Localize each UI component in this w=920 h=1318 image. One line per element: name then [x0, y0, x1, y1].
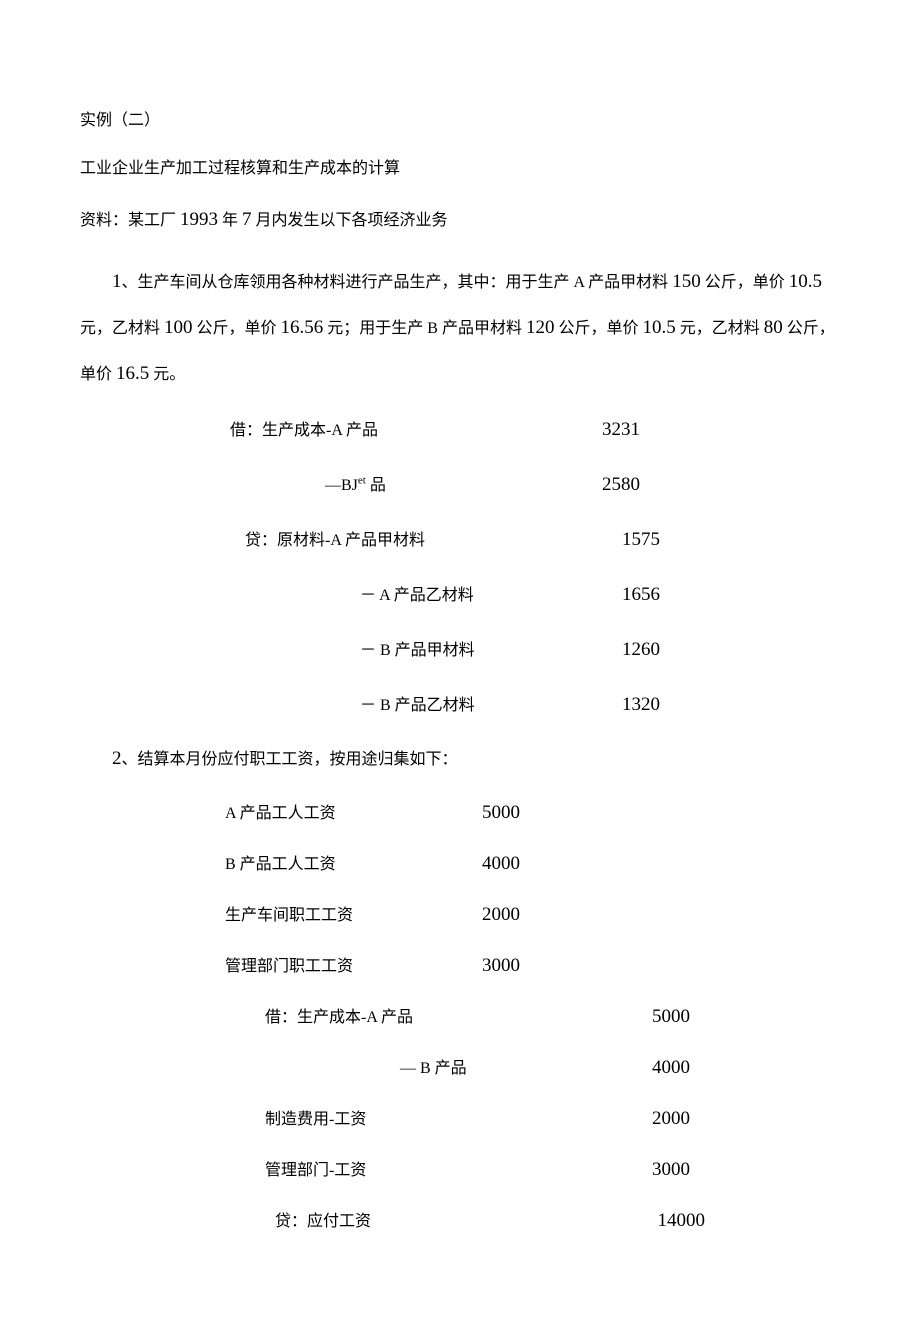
entry-value: 1320 — [622, 694, 660, 716]
r2-c: 品 — [366, 477, 386, 494]
entry-value: 1656 — [622, 584, 660, 606]
p1-n: 元，乙材料 — [676, 320, 764, 337]
entry-row: 贷：原材料-A 产品甲材料 1575 — [80, 526, 660, 551]
p1-h: 公斤，单价 — [193, 320, 281, 337]
intro-line: 资料：某工厂 1993 年 7 月内发生以下各项经济业务 — [80, 207, 840, 234]
entry-row: 管理部门-工资 3000 — [80, 1156, 690, 1181]
p1-i: 16.56 — [281, 317, 324, 338]
wage-row: 管理部门职工工资 3000 — [80, 952, 520, 977]
entry-row: 贷：应付工资 14000 — [80, 1207, 705, 1232]
wage-label: B 产品工人工资 — [80, 850, 336, 874]
example-title: 实例（二） — [80, 110, 840, 132]
intro-prefix: 资料：某工厂 — [80, 212, 180, 229]
entry-label: 贷：应付工资 — [80, 1207, 371, 1231]
journal-entry-1: 借：生产成本-A 产品 3231 —BJet 品 2580 贷：原材料-A 产品… — [80, 416, 840, 716]
entry-label: 借：生产成本-A 产品 — [80, 1003, 413, 1027]
entry-row: —BJet 品 2580 — [80, 471, 640, 496]
wage-label: A 产品工人工资 — [80, 799, 336, 823]
r2-a: —BJ — [325, 477, 358, 494]
p1-num: 1 — [112, 271, 122, 292]
entry-row: — B 产品 4000 — [80, 1054, 690, 1079]
entry-value: 1575 — [622, 529, 660, 551]
entry-label: － B 产品甲材料 — [80, 636, 475, 660]
entry-value: 3000 — [652, 1159, 690, 1181]
p1-e: 10.5 — [789, 271, 822, 292]
p1-d: 公斤，单价 — [701, 274, 789, 291]
entry-row: 制造费用-工资 2000 — [80, 1105, 690, 1130]
entry-row: － B 产品乙材料 1320 — [80, 691, 660, 716]
entry-label: — B 产品 — [80, 1054, 467, 1078]
intro-year: 1993 — [180, 209, 218, 230]
p1-b: 、生产车间从仓库领用各种材料进行产品生产，其中：用于生产 A 产品甲材料 — [122, 274, 673, 291]
entry-label: 借：生产成本-A 产品 — [80, 416, 378, 440]
p1-m: 10.5 — [642, 317, 675, 338]
entry-label: —BJet 品 — [80, 471, 386, 495]
entry-label: － A 产品乙材料 — [80, 581, 474, 605]
document-page: 实例（二） 工业企业生产加工过程核算和生产成本的计算 资料：某工厂 1993 年… — [0, 0, 920, 1318]
wage-label: 生产车间职工工资 — [80, 901, 353, 925]
journal-entry-2: 借：生产成本-A 产品 5000 — B 产品 4000 制造费用-工资 200… — [80, 1003, 840, 1232]
wage-row: 生产车间职工工资 2000 — [80, 901, 520, 926]
entry-label: － B 产品乙材料 — [80, 691, 475, 715]
entry-value: 5000 — [652, 1006, 690, 1028]
p1-r: 元。 — [149, 366, 185, 383]
entry-value: 14000 — [658, 1210, 706, 1232]
entry-value: 4000 — [652, 1057, 690, 1079]
wage-value: 5000 — [482, 802, 520, 824]
wage-label: 管理部门职工工资 — [80, 952, 353, 976]
entry-value: 2000 — [652, 1108, 690, 1130]
p1-o: 80 — [764, 317, 783, 338]
entry-row: 借：生产成本-A 产品 5000 — [80, 1003, 690, 1028]
paragraph-2: 2、结算本月份应付职工工资，按用途归集如下： — [80, 746, 840, 773]
entry-row: － A 产品乙材料 1656 — [80, 581, 660, 606]
p1-q: 16.5 — [116, 363, 149, 384]
p1-c: 150 — [672, 271, 701, 292]
r2-b: et — [358, 475, 366, 487]
wage-row: A 产品工人工资 5000 — [80, 799, 520, 824]
p1-j: 元；用于生产 B 产品甲材料 — [323, 320, 526, 337]
wage-value: 2000 — [482, 904, 520, 926]
entry-label: 制造费用-工资 — [80, 1105, 366, 1129]
p2-num: 2 — [112, 748, 122, 769]
p1-k: 120 — [526, 317, 555, 338]
entry-label: 贷：原材料-A 产品甲材料 — [80, 526, 425, 550]
wage-value: 3000 — [482, 955, 520, 977]
wage-value: 4000 — [482, 853, 520, 875]
intro-suffix: 月内发生以下各项经济业务 — [252, 212, 448, 229]
entry-row: 借：生产成本-A 产品 3231 — [80, 416, 640, 441]
entry-row: － B 产品甲材料 1260 — [80, 636, 660, 661]
entry-value: 3231 — [602, 419, 640, 441]
wage-summary: A 产品工人工资 5000 B 产品工人工资 4000 生产车间职工工资 200… — [80, 799, 840, 977]
p1-l: 公斤，单价 — [554, 320, 642, 337]
subtitle: 工业企业生产加工过程核算和生产成本的计算 — [80, 158, 840, 180]
entry-label: 管理部门-工资 — [80, 1156, 366, 1180]
entry-value: 2580 — [602, 474, 640, 496]
p2-b: 、结算本月份应付职工工资，按用途归集如下： — [122, 751, 458, 768]
paragraph-1: 1、生产车间从仓库领用各种材料进行产品生产，其中：用于生产 A 产品甲材料 15… — [80, 259, 840, 396]
p1-f: 元，乙材料 — [80, 320, 164, 337]
entry-value: 1260 — [622, 639, 660, 661]
intro-mid: 年 — [218, 212, 242, 229]
intro-month: 7 — [242, 209, 252, 230]
p1-g: 100 — [164, 317, 193, 338]
wage-row: B 产品工人工资 4000 — [80, 850, 520, 875]
